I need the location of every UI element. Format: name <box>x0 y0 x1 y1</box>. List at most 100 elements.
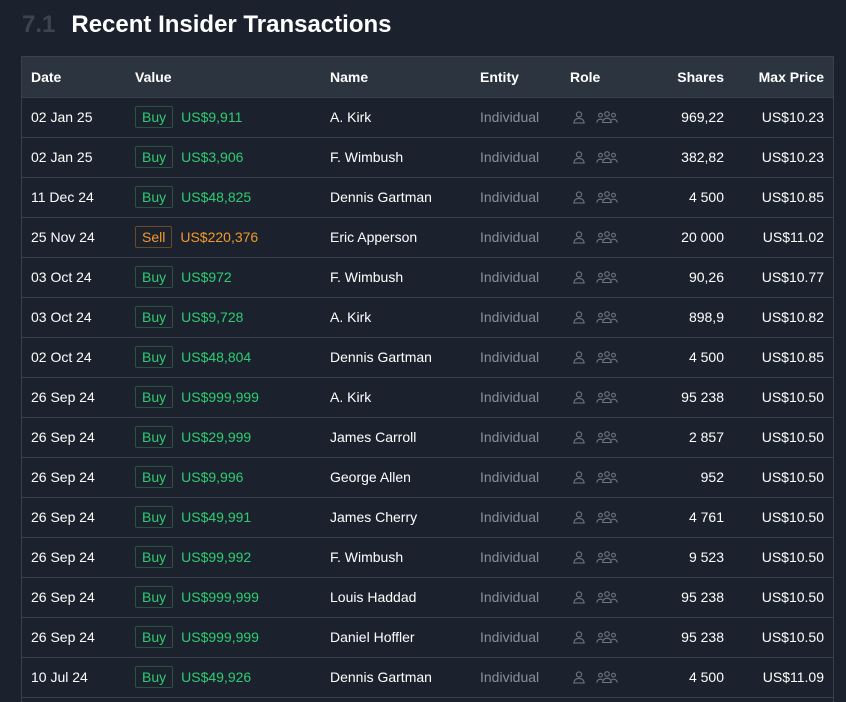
person-icon[interactable] <box>572 430 586 444</box>
insider-role <box>561 497 651 538</box>
transaction-value: Buy US$999,999 <box>126 377 321 418</box>
table-row[interactable]: 11 Dec 24 Buy US$48,825 Dennis Gartman Indiv… <box>22 177 833 218</box>
person-icon[interactable] <box>572 150 586 164</box>
insider-name[interactable]: F. Wimbush <box>321 257 471 298</box>
insider-role <box>561 537 651 578</box>
shares-count: 4 500 <box>651 337 733 378</box>
insider-name[interactable]: George Allen <box>321 457 471 498</box>
column-header-date[interactable]: Date <box>22 57 126 98</box>
insider-name[interactable]: Dennis Gartman <box>321 177 471 218</box>
person-icon[interactable] <box>572 350 586 364</box>
shares-count: 2 857 <box>651 417 733 458</box>
insider-name[interactable]: F. Wimbush <box>321 137 471 178</box>
column-header-name[interactable]: Name <box>321 57 471 98</box>
insider-role <box>561 657 651 698</box>
person-icon[interactable] <box>572 390 586 404</box>
table-row[interactable]: 26 Sep 24 Buy US$99,992 F. Wimbush Individua… <box>22 537 833 578</box>
table-row[interactable]: 03 Oct 24 Buy US$972 F. Wimbush Individual 90… <box>22 257 833 298</box>
person-icon[interactable] <box>572 190 586 204</box>
transaction-value: Buy US$9,728 <box>126 297 321 338</box>
group-icon[interactable] <box>596 590 618 604</box>
table-row[interactable]: 26 Sep 24 Buy US$29,999 James Carroll Indivi… <box>22 417 833 458</box>
table-row[interactable]: 26 Sep 24 Buy US$49,991 James Cherry Individ… <box>22 497 833 538</box>
insider-entity: Individual <box>471 457 561 498</box>
group-icon[interactable] <box>596 430 618 444</box>
insider-name[interactable]: Daniel Hoffler <box>321 617 471 658</box>
group-icon[interactable] <box>596 110 618 124</box>
column-header-entity[interactable]: Entity <box>471 57 561 98</box>
insider-name[interactable]: Dennis Gartman <box>321 657 471 698</box>
insider-name[interactable]: Dennis Gartman <box>321 337 471 378</box>
transaction-type-badge: Buy <box>135 546 174 568</box>
insider-name[interactable]: A. Kirk <box>321 377 471 418</box>
transaction-type-badge: Buy <box>135 386 174 408</box>
insider-name[interactable]: James Cherry <box>321 497 471 538</box>
insider-entity: Individual <box>471 617 561 658</box>
insider-name[interactable]: Eric Apperson <box>321 217 471 258</box>
transaction-value: Buy US$49,926 <box>126 657 321 698</box>
column-header-shares[interactable]: Shares <box>651 57 733 98</box>
insider-name[interactable]: A. Kirk <box>321 97 471 138</box>
person-icon[interactable] <box>572 470 586 484</box>
shares-count: 95 238 <box>651 377 733 418</box>
column-header-value[interactable]: Value <box>126 57 321 98</box>
insider-role <box>561 97 651 138</box>
transaction-date: 02 Oct 24 <box>22 337 126 378</box>
insider-entity: Individual <box>471 257 561 298</box>
person-icon[interactable] <box>572 590 586 604</box>
person-icon[interactable] <box>572 110 586 124</box>
transaction-date: 26 Sep 24 <box>22 537 126 578</box>
max-price: US$10.50 <box>733 537 833 578</box>
table-row[interactable]: 03 Oct 24 Buy US$9,728 A. Kirk Individual 898… <box>22 297 833 338</box>
transaction-amount: US$999,999 <box>181 629 259 645</box>
person-icon[interactable] <box>572 670 586 684</box>
group-icon[interactable] <box>596 190 618 204</box>
insider-name[interactable]: James Carroll <box>321 417 471 458</box>
group-icon[interactable] <box>596 270 618 284</box>
table-row[interactable]: 10 Jul 24 Buy US$49,926 Dennis Gartman Indiv… <box>22 657 833 698</box>
table-row[interactable]: 02 Jan 25 Buy US$3,906 F. Wimbush Individual… <box>22 137 833 178</box>
transaction-type-badge: Buy <box>135 186 174 208</box>
group-icon[interactable] <box>596 150 618 164</box>
transaction-type-badge: Buy <box>135 426 174 448</box>
group-icon[interactable] <box>596 390 618 404</box>
person-icon[interactable] <box>572 230 586 244</box>
table-row[interactable]: 26 Sep 24 Buy US$999,999 Daniel Hoffler Indi… <box>22 617 833 658</box>
transaction-date: 03 Oct 24 <box>22 257 126 298</box>
transaction-amount: US$9,911 <box>181 109 243 125</box>
group-icon[interactable] <box>596 310 618 324</box>
group-icon[interactable] <box>596 550 618 564</box>
max-price: US$10.23 <box>733 97 833 138</box>
person-icon[interactable] <box>572 550 586 564</box>
table-row[interactable]: 26 Sep 24 Buy US$999,999 A. Kirk Individual 9… <box>22 377 833 418</box>
insider-name[interactable]: Louis Haddad <box>321 577 471 618</box>
group-icon[interactable] <box>596 470 618 484</box>
section-header: 7.1 Recent Insider Transactions <box>22 10 391 40</box>
table-row[interactable]: 02 Oct 24 Buy US$48,804 Dennis Gartman Indiv… <box>22 337 833 378</box>
insider-transactions-table-container: Date Value Name Entity Role Shares Max P… <box>21 56 834 702</box>
table-row[interactable]: 26 Sep 24 Buy US$999,999 Louis Haddad Indivi… <box>22 577 833 618</box>
transaction-amount: US$48,804 <box>181 349 252 365</box>
group-icon[interactable] <box>596 630 618 644</box>
column-header-role[interactable]: Role <box>561 57 651 98</box>
group-icon[interactable] <box>596 350 618 364</box>
insider-name[interactable]: A. Kirk <box>321 297 471 338</box>
person-icon[interactable] <box>572 310 586 324</box>
shares-count: 4 500 <box>651 657 733 698</box>
group-icon[interactable] <box>596 510 618 524</box>
insider-role <box>561 457 651 498</box>
table-row[interactable]: 26 Sep 24 Buy US$9,996 George Allen Individu… <box>22 457 833 498</box>
insider-role <box>561 377 651 418</box>
group-icon[interactable] <box>596 670 618 684</box>
max-price: US$10.85 <box>733 337 833 378</box>
column-header-max-price[interactable]: Max Price <box>733 57 833 98</box>
table-row[interactable]: 02 Jan 25 Buy US$9,911 A. Kirk Individual 969… <box>22 97 833 138</box>
table-row[interactable]: 25 Nov 24 Sell US$220,376 Eric Apperson Indi… <box>22 217 833 258</box>
person-icon[interactable] <box>572 510 586 524</box>
person-icon[interactable] <box>572 630 586 644</box>
insider-name[interactable]: F. Wimbush <box>321 537 471 578</box>
insider-entity: Individual <box>471 177 561 218</box>
group-icon[interactable] <box>596 230 618 244</box>
shares-count: 95 238 <box>651 577 733 618</box>
person-icon[interactable] <box>572 270 586 284</box>
